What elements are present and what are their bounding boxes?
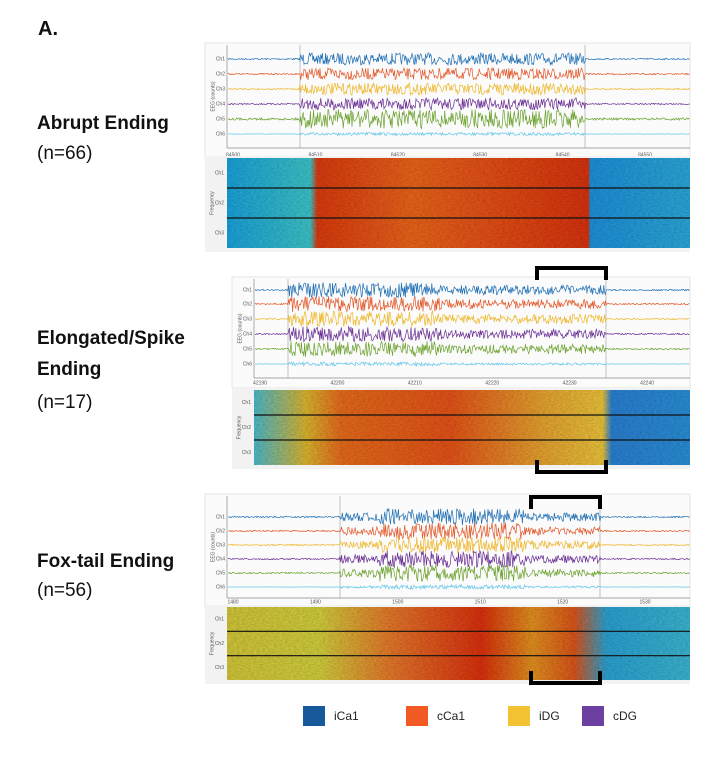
x-tick-label: 42220 — [485, 380, 499, 386]
bracket-top — [529, 495, 602, 509]
x-tick-label: 1520 — [557, 599, 568, 605]
spectrogram-channel: Ch2 — [215, 641, 224, 647]
spectrogram-y-label: Frequency — [236, 415, 242, 439]
bracket-bottom — [535, 460, 608, 474]
channel-label: Ch3 — [243, 316, 252, 322]
channel-label: Ch5 — [216, 116, 225, 122]
eeg-trace — [227, 536, 690, 554]
eeg-trace — [227, 583, 690, 590]
row-count: (n=66) — [37, 143, 93, 164]
x-tick-label: 42240 — [640, 380, 654, 386]
eeg-trace — [254, 295, 690, 313]
eeg-trace — [254, 340, 690, 357]
panel-label: A. — [38, 18, 58, 40]
row-count: (n=56) — [37, 580, 93, 601]
x-tick-label: 84520 — [391, 152, 405, 158]
eeg-trace — [227, 563, 690, 582]
eeg-trace — [227, 522, 690, 541]
row-title: Fox-tail Ending — [37, 551, 175, 572]
eeg-trace — [227, 96, 690, 112]
row-count: (n=17) — [37, 392, 93, 413]
legend-label: cCa1 — [437, 709, 465, 723]
y-axis-label: EEG (counts) — [210, 532, 216, 562]
x-tick-label: 1480 — [227, 599, 238, 605]
eeg-trace — [254, 310, 690, 328]
eeg-trace — [228, 549, 690, 569]
channel-label: Ch6 — [243, 361, 252, 367]
spectrogram — [227, 607, 690, 680]
channel-label: Ch5 — [243, 346, 252, 352]
trace-frame — [204, 493, 691, 609]
spectrogram-y-label: Frequency — [209, 631, 215, 655]
channel-label: Ch4 — [243, 331, 252, 337]
x-tick-label: 84510 — [308, 152, 322, 158]
legend-label: iDG — [539, 709, 560, 723]
spectrogram-channel: Ch3 — [215, 665, 224, 671]
channel-label: Ch1 — [216, 56, 225, 62]
channel-label: Ch3 — [216, 542, 225, 548]
x-tick-label: 84540 — [556, 152, 570, 158]
channel-label: Ch1 — [216, 514, 225, 520]
bracket-bottom — [529, 671, 602, 685]
eeg-trace — [227, 108, 690, 130]
channel-label: Ch5 — [216, 570, 225, 576]
channel-label: Ch2 — [216, 528, 225, 534]
eeg-trace — [227, 81, 690, 97]
spectrogram — [227, 158, 690, 248]
x-tick-label: 1530 — [639, 599, 650, 605]
spectrogram-channel: Ch1 — [242, 400, 251, 406]
eeg-trace — [254, 282, 690, 299]
spectrogram-y-label: Frequency — [209, 191, 215, 215]
spectrogram-channel: Ch3 — [242, 450, 251, 456]
eeg-trace — [227, 66, 690, 81]
y-axis-label: EEG (counts) — [237, 313, 243, 343]
spectrogram-channel: Ch1 — [215, 616, 224, 622]
spectrogram-channel: Ch3 — [215, 230, 224, 236]
x-tick-label: 42200 — [330, 380, 344, 386]
legend-swatch — [582, 706, 604, 726]
x-tick-label: 1500 — [392, 599, 403, 605]
x-tick-label: 42230 — [563, 380, 577, 386]
x-tick-label: 1490 — [310, 599, 321, 605]
x-tick-label: 84500 — [226, 152, 240, 158]
legend-swatch — [508, 706, 530, 726]
legend-swatch — [303, 706, 325, 726]
spectrogram-channel: Ch1 — [215, 170, 224, 176]
spectrogram — [254, 390, 690, 465]
legend-label: cDG — [613, 709, 637, 723]
channel-label: Ch6 — [216, 584, 225, 590]
channel-label: Ch4 — [216, 101, 225, 107]
spectrogram-channel: Ch2 — [242, 425, 251, 431]
row-title: Elongated/Spike Ending — [37, 328, 185, 380]
x-tick-label: 42210 — [408, 380, 422, 386]
trace-frame — [204, 42, 691, 159]
x-tick-label: 84550 — [638, 152, 652, 158]
channel-label: Ch3 — [216, 86, 225, 92]
channel-label: Ch2 — [243, 301, 252, 307]
eeg-trace — [227, 131, 690, 137]
x-tick-label: 1510 — [475, 599, 486, 605]
spectrogram-channel: Ch2 — [215, 200, 224, 206]
eeg-trace — [254, 360, 690, 368]
channel-label: Ch1 — [243, 287, 252, 293]
row-title: Abrupt Ending — [37, 113, 169, 134]
legend-label: iCa1 — [334, 709, 359, 723]
legend-swatch — [406, 706, 428, 726]
channel-label: Ch2 — [216, 71, 225, 77]
x-tick-label: 84530 — [473, 152, 487, 158]
channel-label: Ch4 — [216, 556, 225, 562]
x-tick-label: 42190 — [253, 380, 267, 386]
eeg-trace — [228, 507, 690, 526]
channel-label: Ch6 — [216, 131, 225, 137]
bracket-top — [535, 266, 608, 280]
eeg-trace — [255, 325, 690, 343]
eeg-trace — [227, 51, 690, 67]
y-axis-label: EEG (counts) — [210, 81, 216, 111]
